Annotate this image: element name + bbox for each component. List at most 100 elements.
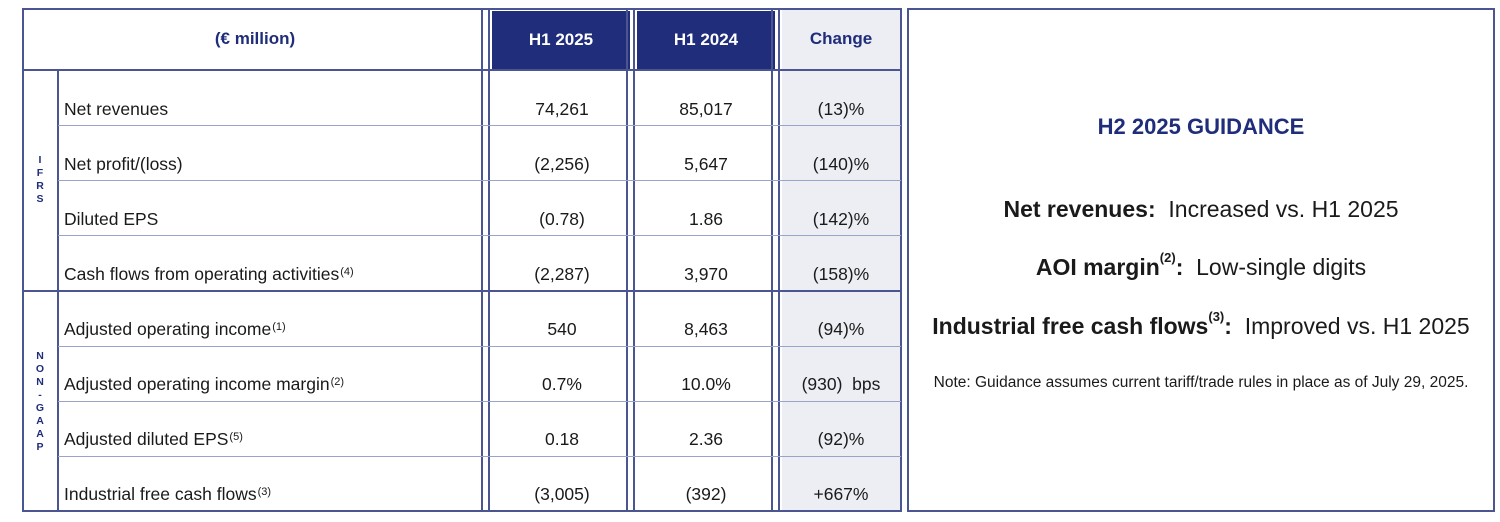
footnote-marker: (3) bbox=[1208, 309, 1225, 325]
footnote-marker: (1) bbox=[272, 320, 286, 333]
header-divider bbox=[22, 69, 902, 71]
row-label: Adjusted operating income margin (2) bbox=[64, 357, 344, 412]
h1-2024-value: (392) bbox=[685, 484, 727, 504]
col-divider-2b bbox=[633, 8, 635, 512]
change-column-shade bbox=[782, 8, 900, 512]
col-divider-2a bbox=[626, 8, 628, 512]
h1-2024-value: 10.0% bbox=[681, 374, 731, 394]
h1-2025-value: (0.78) bbox=[539, 209, 585, 229]
h1-2025-value: 540 bbox=[547, 319, 577, 339]
group-letter: F bbox=[36, 167, 44, 179]
table-row: Industrial free cash flows (3) (3,005) (3… bbox=[22, 467, 902, 522]
row-label: Diluted EPS bbox=[64, 192, 158, 247]
guidance-item: AOI margin(2): Low-single digits bbox=[1035, 250, 1367, 280]
row-separator bbox=[58, 346, 901, 347]
table-row: Adjusted diluted EPS (5) 0.18 2.36 (92)% bbox=[22, 412, 902, 467]
guidance-item: Net revenues: Increased vs. H1 2025 bbox=[1003, 196, 1399, 222]
change-value: (158)% bbox=[812, 264, 870, 284]
row-label-text: Industrial free cash flows bbox=[64, 484, 257, 504]
row-label-text: Adjusted diluted EPS bbox=[64, 429, 229, 449]
row-label: Adjusted operating income (1) bbox=[64, 302, 286, 357]
guidance-key: AOI margin bbox=[1035, 254, 1160, 280]
table-row: Cash flows from operating activities (4) … bbox=[22, 247, 902, 302]
table-row: Adjusted operating income (1) 540 8,463 (… bbox=[22, 302, 902, 357]
col-divider-3b bbox=[778, 8, 780, 512]
row-separator bbox=[58, 235, 901, 236]
table-frame bbox=[22, 8, 902, 512]
change-value: (92)% bbox=[817, 429, 865, 449]
col-divider-1a bbox=[481, 8, 483, 512]
footnote-marker: (3) bbox=[257, 485, 272, 498]
group-letter: A bbox=[36, 428, 44, 440]
h1-2025-value: 0.18 bbox=[544, 429, 580, 449]
unit-header: (€ million) bbox=[22, 8, 488, 70]
row-label-text: Diluted EPS bbox=[64, 209, 159, 229]
table-row: Net revenues 74,261 85,017 (13)% bbox=[22, 82, 902, 137]
group-letter: N bbox=[36, 350, 44, 362]
change-value: (142)% bbox=[812, 209, 870, 229]
guidance-value: Improved vs. H1 2025 bbox=[1244, 313, 1470, 339]
footnote-marker: (2) bbox=[1159, 250, 1176, 266]
row-label-text: Adjusted operating income margin bbox=[64, 374, 330, 394]
change-value: (140)% bbox=[812, 154, 870, 174]
group-letter: G bbox=[35, 402, 45, 414]
guidance-key: Net revenues bbox=[1003, 196, 1148, 222]
change-value: (13)% bbox=[817, 99, 865, 119]
group-letter: S bbox=[36, 193, 44, 205]
row-label-text: Adjusted operating income bbox=[64, 319, 272, 339]
col-divider-1b bbox=[488, 8, 490, 512]
row-label: Industrial free cash flows (3) bbox=[64, 467, 271, 522]
col-h1-2025-header: H1 2025 bbox=[492, 11, 630, 69]
group-divider bbox=[22, 290, 902, 292]
group-letter: A bbox=[36, 415, 44, 427]
footnote-marker: (4) bbox=[340, 265, 354, 278]
group-letter: P bbox=[36, 441, 44, 453]
change-value: (930) bps bbox=[801, 374, 881, 394]
guidance-value: Increased vs. H1 2025 bbox=[1168, 196, 1399, 222]
h1-2024-value: 1.86 bbox=[688, 209, 724, 229]
h1-2024-value: 2.36 bbox=[688, 429, 724, 449]
row-separator bbox=[58, 125, 901, 126]
guidance-value: Low-single digits bbox=[1196, 254, 1367, 280]
col-h1-2024-header: H1 2024 bbox=[637, 11, 775, 69]
guidance-item: Industrial free cash flows(3): Improved … bbox=[932, 309, 1470, 339]
h1-2024-value: 8,463 bbox=[684, 319, 728, 339]
row-label: Cash flows from operating activities (4) bbox=[64, 247, 354, 302]
row-separator bbox=[58, 401, 901, 402]
row-separator bbox=[58, 456, 901, 457]
group-letter: N bbox=[36, 376, 44, 388]
financial-results-table: (€ million) H1 2025 H1 2024 Change I F R… bbox=[22, 8, 902, 512]
change-value: +667% bbox=[813, 484, 869, 504]
h1-2024-value: 3,970 bbox=[684, 264, 728, 284]
change-value: (94)% bbox=[817, 319, 865, 339]
group-label-non-gaap: N O N - G A A P bbox=[24, 292, 56, 512]
col-change-header: Change bbox=[782, 8, 900, 70]
footnote-marker: (2) bbox=[330, 375, 345, 388]
row-label-text: Cash flows from operating activities bbox=[64, 264, 340, 284]
row-label-text: Net profit/(loss) bbox=[64, 154, 183, 174]
h1-2025-value: (2,287) bbox=[534, 264, 590, 284]
table-row: Diluted EPS (0.78) 1.86 (142)% bbox=[22, 192, 902, 247]
footnote-marker: (5) bbox=[229, 430, 243, 443]
sidebar-divider bbox=[57, 70, 59, 512]
group-letter: I bbox=[38, 154, 42, 166]
table-row: Net profit/(loss) (2,256) 5,647 (140)% bbox=[22, 137, 902, 192]
row-label-text: Net revenues bbox=[64, 99, 169, 119]
group-letter: R bbox=[36, 180, 44, 192]
col-divider-3a bbox=[771, 8, 773, 512]
group-label-ifrs: I F R S bbox=[24, 70, 56, 290]
guidance-panel: H2 2025 GUIDANCE Net revenues: Increased… bbox=[907, 8, 1495, 512]
row-label: Adjusted diluted EPS (5) bbox=[64, 412, 243, 467]
guidance-title: H2 2025 GUIDANCE bbox=[1097, 114, 1305, 139]
h1-2024-value: 5,647 bbox=[684, 154, 728, 174]
h1-2025-value: 0.7% bbox=[542, 374, 582, 394]
guidance-key: Industrial free cash flows bbox=[932, 313, 1209, 339]
h1-2025-value: 74,261 bbox=[535, 99, 589, 119]
group-letter: - bbox=[38, 389, 42, 401]
row-label: Net revenues bbox=[64, 82, 168, 137]
table-row: Adjusted operating income margin (2) 0.7%… bbox=[22, 357, 902, 412]
guidance-footnote: Note: Guidance assumes current tariff/tr… bbox=[933, 374, 1469, 391]
h1-2024-value: 85,017 bbox=[679, 99, 733, 119]
h1-2025-value: (2,256) bbox=[534, 154, 590, 174]
group-letter: O bbox=[35, 363, 45, 375]
